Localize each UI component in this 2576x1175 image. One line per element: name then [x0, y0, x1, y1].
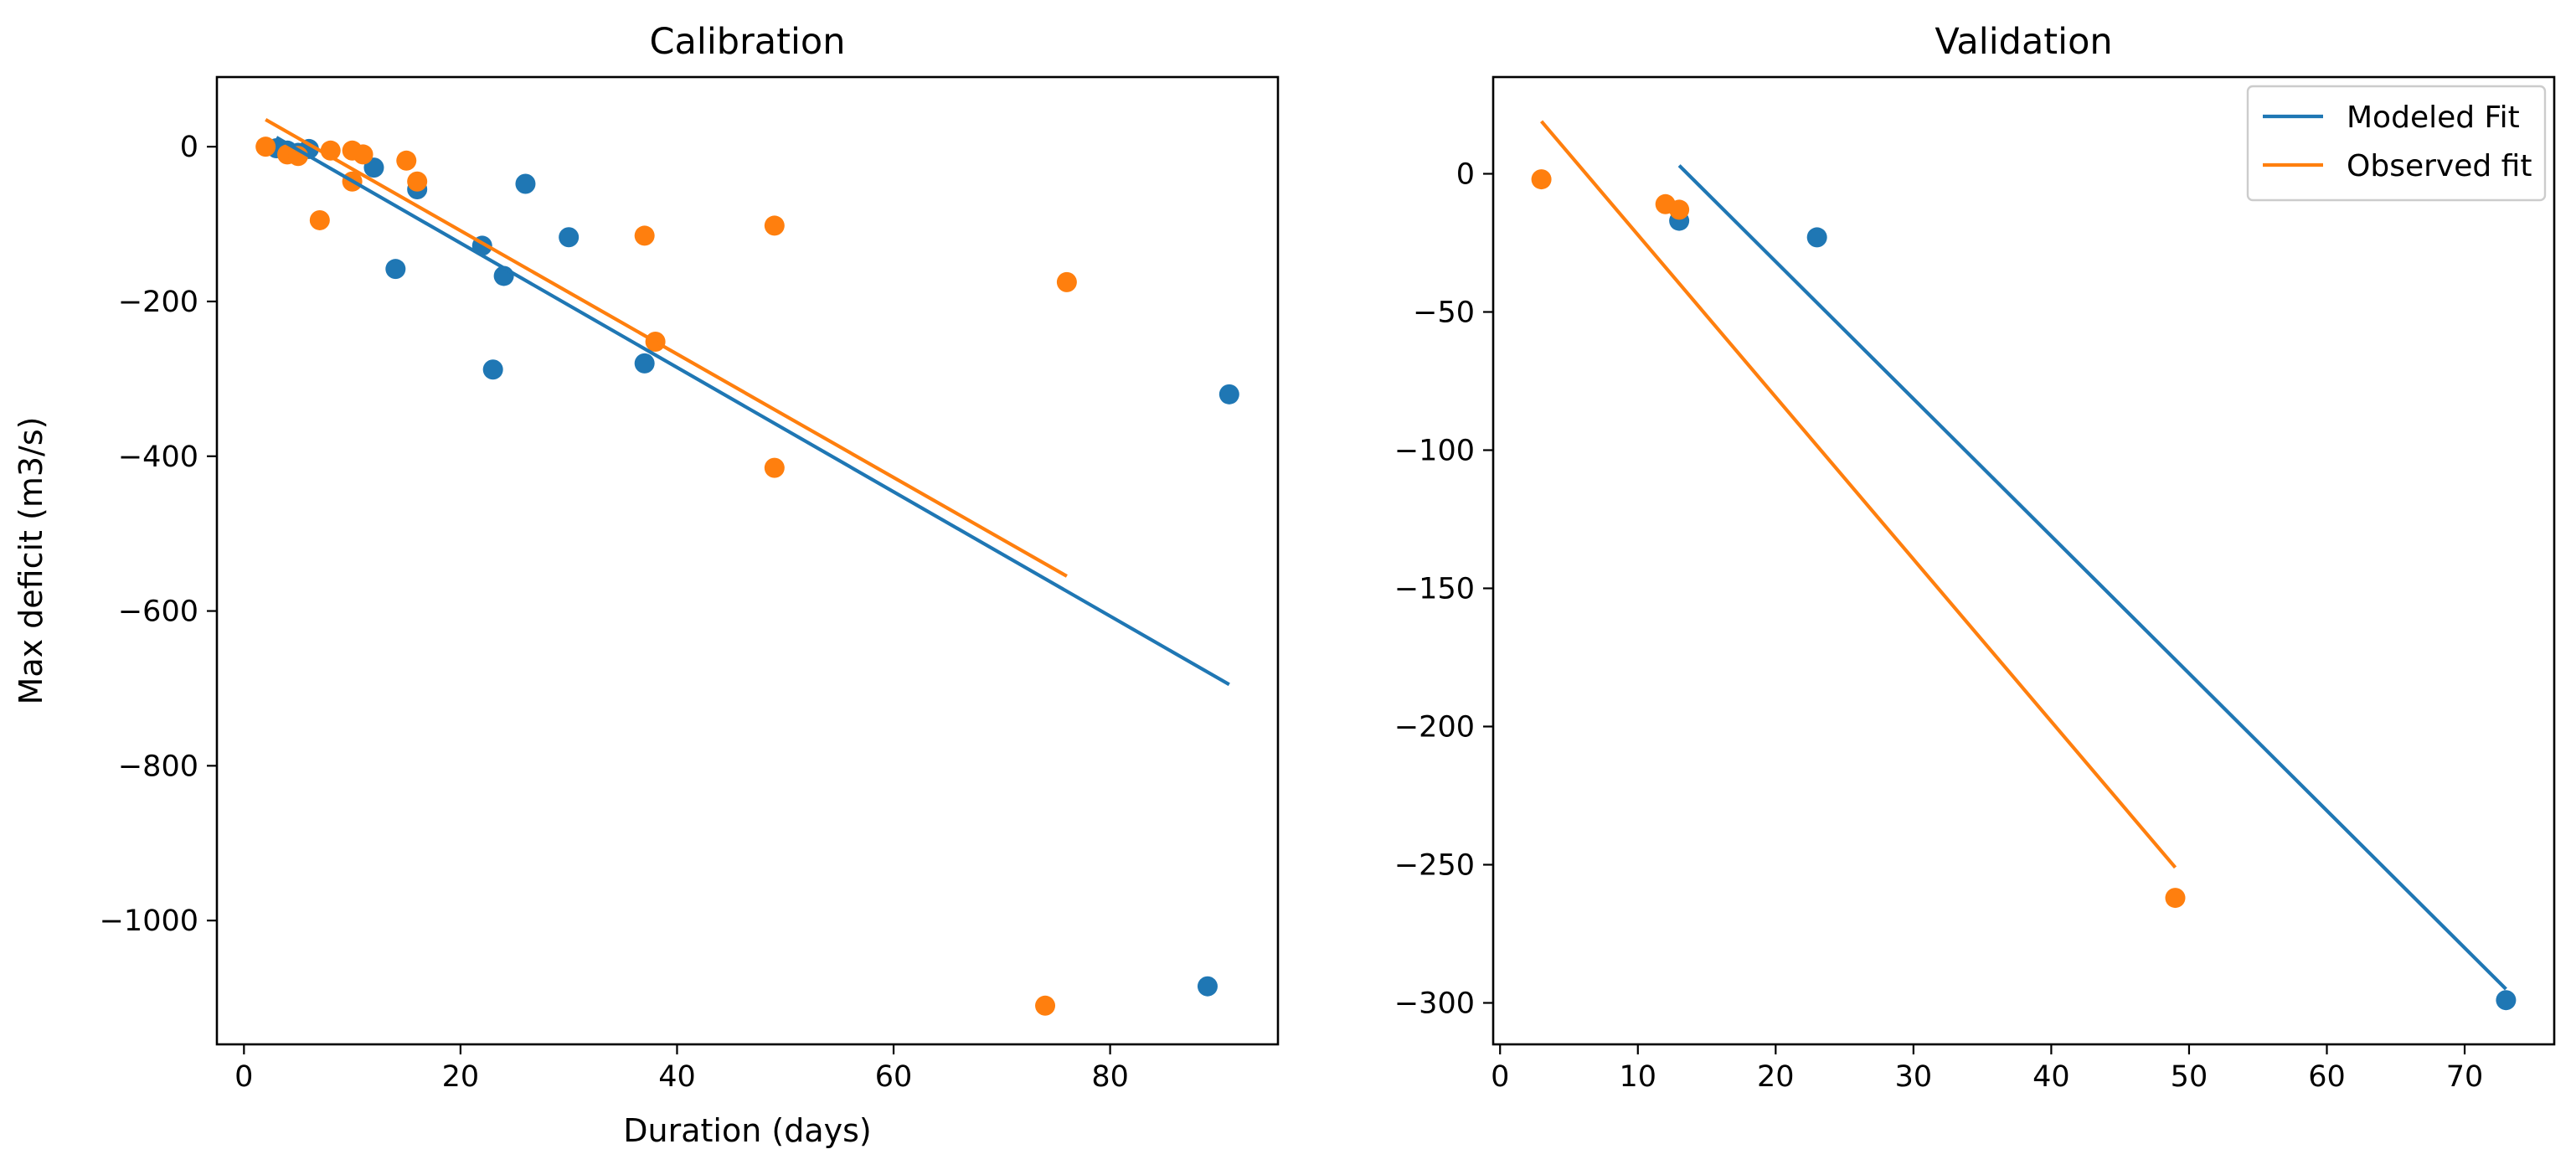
scatter-point — [353, 144, 374, 165]
y-tick-label: −50 — [1413, 296, 1475, 330]
x-tick-label: 70 — [2446, 1060, 2484, 1094]
validation-panel: 0 10 20 30 40 50 60 70 0 −50 −100 −150 −200 −250 −300 V… — [1394, 21, 2556, 1094]
calibration-panel: 0 20 40 60 80 0 −200 −400 −600 −800 −1000 Calibrati… — [13, 21, 1280, 1149]
x-tick-label: 0 — [1491, 1060, 1509, 1094]
scatter-point — [309, 209, 330, 230]
x-tick-label: 30 — [1895, 1060, 1933, 1094]
scatter-point — [634, 353, 655, 374]
scatter-point — [385, 259, 406, 280]
scatter-point — [1035, 995, 1056, 1016]
plot-area — [255, 117, 1239, 1016]
x-tick-label: 40 — [2032, 1060, 2070, 1094]
y-tick-label: −150 — [1394, 573, 1475, 606]
x-tick-label: 10 — [1619, 1060, 1656, 1094]
y-tick-label: −800 — [118, 750, 198, 783]
legend-label: Observed fit — [2347, 149, 2532, 183]
fit-line — [265, 117, 1068, 578]
y-tick-label: −200 — [118, 286, 198, 319]
y-axis-label: Max deficit (m3/s) — [13, 417, 49, 705]
fit-line — [276, 136, 1230, 687]
scatter-point — [2165, 888, 2186, 909]
x-tick-label: 0 — [234, 1060, 253, 1094]
x-tick-label: 20 — [442, 1060, 480, 1094]
scatter-point — [1531, 169, 1552, 190]
scatter-point — [1669, 199, 1690, 220]
scatter-point — [482, 359, 503, 380]
chart-title: Validation — [1935, 21, 2112, 63]
axes-frame — [215, 75, 1280, 1046]
axes-frame — [1492, 75, 2556, 1046]
x-tick-label: 80 — [1091, 1060, 1129, 1094]
y-tick-label: −300 — [1394, 987, 1475, 1021]
scatter-point — [634, 225, 655, 246]
legend: Modeled Fit Observed fit — [2246, 85, 2547, 202]
chart-title: Calibration — [650, 21, 846, 63]
fit-line — [1539, 120, 2177, 869]
y-tick-label: −100 — [1394, 435, 1475, 468]
x-tick-label: 50 — [2171, 1060, 2208, 1094]
y-tick-label: 0 — [1456, 158, 1475, 192]
x-tick-label: 20 — [1757, 1060, 1795, 1094]
scatter-point — [396, 150, 417, 171]
y-tick-label: −250 — [1394, 849, 1475, 883]
y-tick-label: −600 — [118, 595, 198, 629]
scatter-point — [1056, 271, 1077, 292]
scatter-point — [1218, 384, 1239, 405]
scatter-point — [1806, 227, 1827, 248]
y-tick-label: −200 — [1394, 711, 1475, 745]
legend-label: Modeled Fit — [2347, 100, 2520, 135]
scatter-point — [1197, 976, 1218, 997]
scatter-point — [407, 171, 428, 192]
scatter-point — [764, 215, 785, 236]
scatter-point — [515, 173, 536, 194]
x-tick-label: 40 — [658, 1060, 696, 1094]
x-axis-label: Duration (days) — [623, 1112, 871, 1149]
y-tick-label: −400 — [118, 441, 198, 474]
scatter-point — [255, 137, 276, 157]
y-tick-label: −1000 — [100, 904, 198, 938]
scatter-point — [764, 457, 785, 478]
scatter-point — [2496, 990, 2517, 1011]
x-tick-label: 60 — [875, 1060, 913, 1094]
plot-area — [1531, 120, 2517, 1011]
x-tick-label: 60 — [2308, 1060, 2346, 1094]
scatter-point — [559, 227, 580, 248]
fit-line — [1677, 164, 2507, 991]
y-tick-label: 0 — [180, 131, 198, 164]
